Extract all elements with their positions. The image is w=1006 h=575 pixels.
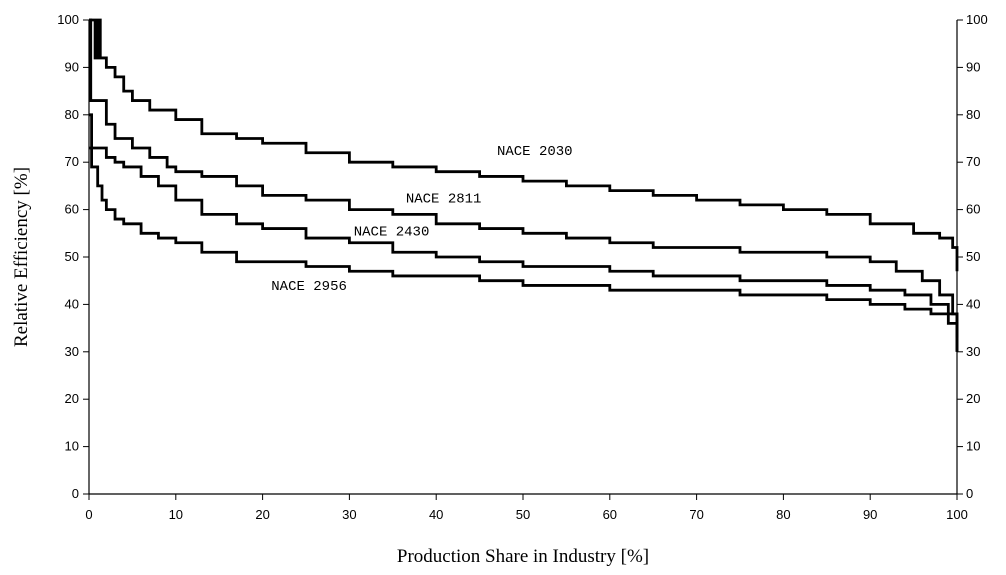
series-label-0: NACE 2030: [497, 144, 573, 160]
y-tick-label-right-90: 90: [966, 59, 980, 74]
y-tick-label-left-90: 90: [65, 59, 79, 74]
y-tick-label-left-50: 50: [65, 249, 79, 264]
y-tick-label-right-30: 30: [966, 344, 980, 359]
y-axis-title: Relative Efficiency [%]: [11, 167, 32, 347]
x-tick-label-10: 10: [169, 507, 183, 522]
y-tick-label-right-80: 80: [966, 107, 980, 122]
y-tick-label-left-40: 40: [65, 296, 79, 311]
x-tick-label-50: 50: [516, 507, 530, 522]
series-line-0: [89, 18, 959, 272]
y-tick-label-right-10: 10: [966, 439, 980, 454]
y-tick-label-left-30: 30: [65, 344, 79, 359]
y-tick-label-left-10: 10: [65, 439, 79, 454]
series-label-3: NACE 2956: [271, 279, 347, 295]
x-tick-label-80: 80: [776, 507, 790, 522]
series-layer: NACE 2030 NACE 2811 NACE 2430 NACE 2956: [89, 18, 959, 352]
y-tick-label-left-20: 20: [65, 391, 79, 406]
series-label-2: NACE 2430: [354, 225, 430, 241]
series-line-3: [89, 146, 959, 352]
x-tick-label-40: 40: [429, 507, 443, 522]
x-tick-label-20: 20: [255, 507, 269, 522]
x-tick-label-90: 90: [863, 507, 877, 522]
y-tick-label-left-60: 60: [65, 202, 79, 217]
y-tick-label-right-100: 100: [966, 12, 988, 27]
x-tick-label-60: 60: [603, 507, 617, 522]
y-tick-label-right-70: 70: [966, 154, 980, 169]
series-line-1: [89, 18, 959, 338]
y-tick-label-right-0: 0: [966, 486, 973, 501]
series-label-1: NACE 2811: [406, 191, 482, 207]
x-tick-label-30: 30: [342, 507, 356, 522]
y-tick-label-right-20: 20: [966, 391, 980, 406]
x-tick-label-70: 70: [689, 507, 703, 522]
y-tick-label-right-40: 40: [966, 296, 980, 311]
y-tick-label-right-60: 60: [966, 202, 980, 217]
y-tick-label-left-100: 100: [57, 12, 79, 27]
y-tick-label-right-50: 50: [966, 249, 980, 264]
x-tick-label-0: 0: [85, 507, 92, 522]
y-tick-label-left-70: 70: [65, 154, 79, 169]
y-tick-label-left-0: 0: [72, 486, 79, 501]
x-axis-title: Production Share in Industry [%]: [397, 546, 649, 567]
series-line-2: [89, 113, 959, 352]
x-tick-label-100: 100: [946, 507, 968, 522]
y-tick-label-left-80: 80: [65, 107, 79, 122]
